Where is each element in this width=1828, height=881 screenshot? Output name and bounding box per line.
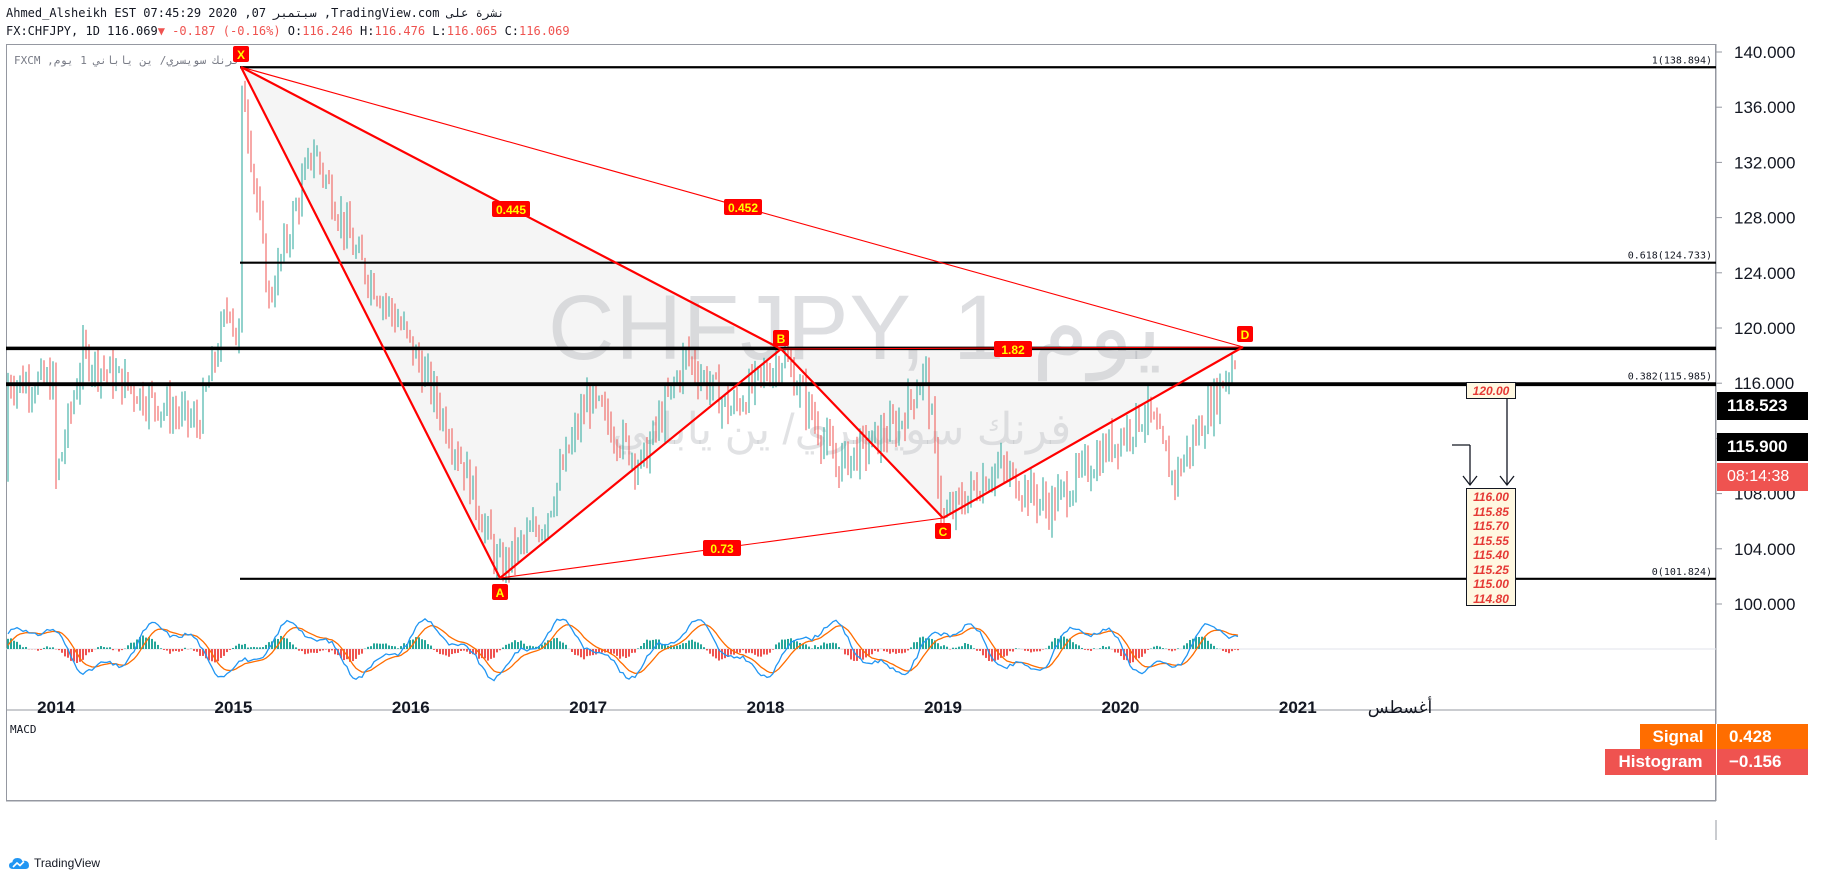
histogram-label: Histogram xyxy=(1605,749,1716,775)
target-level: 114.80 xyxy=(1473,591,1509,606)
low-value: 116.065 xyxy=(446,24,498,38)
macd-line xyxy=(7,618,1239,682)
pattern-point-label: C xyxy=(939,525,948,539)
pattern-point-label: A xyxy=(496,586,505,600)
time-tick-label: 2020 xyxy=(1101,698,1139,717)
time-tick-label: 2016 xyxy=(392,698,430,717)
candles xyxy=(7,80,1236,583)
pattern-leg xyxy=(780,348,944,519)
macd-label: MACD xyxy=(10,723,37,736)
price-tick-label: 132.000 xyxy=(1734,153,1795,172)
macd-signal-line xyxy=(7,623,1239,675)
time-tick-label: 2021 xyxy=(1279,698,1317,717)
price-axis[interactable]: 140.000 136.000 132.000 128.000 124.000 120.0… xyxy=(1716,43,1795,614)
signal-value: 0.428 xyxy=(1716,724,1808,750)
pattern-point-badge xyxy=(935,523,951,539)
fib-label: 0(101.824) xyxy=(1652,567,1712,578)
pattern-point-badge xyxy=(1237,326,1253,342)
target-level: 115.70 xyxy=(1473,519,1509,533)
pattern-point-label: X xyxy=(237,48,245,62)
price-tick-label: 104.000 xyxy=(1734,540,1795,559)
publish-info: Ahmed_Alsheikh EST 07:45:29 2020 ,07 سبت… xyxy=(6,6,505,20)
pattern-leg xyxy=(942,346,1244,519)
target-level: 115.40 xyxy=(1473,548,1509,562)
price-tick-label: 120.000 xyxy=(1734,319,1795,338)
pattern-point-badge xyxy=(233,46,249,62)
price-tick-label: 140.000 xyxy=(1734,43,1795,62)
target-level: 115.25 xyxy=(1473,562,1509,577)
price-tick-label: 128.000 xyxy=(1734,209,1795,228)
close-value: 116.069 xyxy=(519,24,570,38)
ratio-label: 0.445 xyxy=(496,203,526,217)
macd-signal-tag: Signal 0.428 xyxy=(1640,724,1808,750)
signal-label: Signal xyxy=(1640,724,1716,750)
ratio-badge xyxy=(724,199,762,215)
tradingview-brand[interactable]: TradingView xyxy=(8,856,100,870)
ohlc-legend: FX:CHFJPY, 1D 116.069▼ -0.187 (-0.16%) O… xyxy=(6,24,570,38)
xab-shade xyxy=(241,67,781,578)
countdown-timer: 08:14:38 xyxy=(1717,463,1808,491)
price-tick-label: 136.000 xyxy=(1734,98,1795,117)
price-tag-118: 118.523 xyxy=(1717,392,1808,420)
price-tick-label: 100.000 xyxy=(1734,595,1795,614)
source-label: FXCM ,فرنك سويسري/ ين ياباني 1 يوم xyxy=(14,54,240,67)
pattern-leg xyxy=(499,348,782,579)
target-level: 115.85 xyxy=(1473,504,1509,519)
open-value: 116.246 xyxy=(302,24,353,38)
fib-label: 0.618(124.733) xyxy=(1628,251,1712,262)
time-tick-label: 2019 xyxy=(924,698,962,717)
target-level: 115.00 xyxy=(1473,577,1509,591)
high-value: 116.476 xyxy=(374,24,426,38)
time-tick-label: 2017 xyxy=(569,698,607,717)
pattern-point-label: D xyxy=(1241,328,1250,342)
macd-histogram-tag: Histogram −0.156 xyxy=(1605,749,1808,775)
targets-box: 116.00 115.85 115.70 115.55 115.40 115.2… xyxy=(1466,488,1516,606)
symbol-label: FX:CHFJPY, 1D 116.069 xyxy=(6,24,158,38)
ratio-label: 0.452 xyxy=(728,201,758,215)
cloud-icon xyxy=(9,858,29,869)
watermark-symbol: CHFJPY, 1 يوم xyxy=(548,277,1162,379)
d-target-box: 120.00 xyxy=(1466,382,1516,399)
pattern-point-label: B xyxy=(777,332,786,346)
target-level: 116.00 xyxy=(1473,490,1509,504)
ratio-label: 0.73 xyxy=(710,542,734,556)
time-tick-label: أغسطس xyxy=(1368,696,1432,718)
ratio-label: 1.82 xyxy=(1001,343,1025,357)
histogram-value: −0.156 xyxy=(1716,749,1808,775)
time-tick-label: 2014 xyxy=(37,698,75,717)
fib-label: 0.382(115.985) xyxy=(1628,371,1712,382)
harmonic-pattern: 0.445 0.452 1.82 0.73 X A B C D xyxy=(233,46,1253,600)
time-tick-label: 2018 xyxy=(747,698,785,717)
target-arrows xyxy=(1452,395,1515,487)
pattern-leg xyxy=(240,66,501,579)
ratio-badge xyxy=(492,201,530,217)
brand-name: TradingView xyxy=(34,856,101,870)
pattern-point-badge xyxy=(492,584,508,600)
pattern-point-badge xyxy=(773,330,789,346)
price-tag-last: 115.900 xyxy=(1717,433,1808,461)
price-tick-label: 124.000 xyxy=(1734,264,1795,283)
price-tick-label: 116.000 xyxy=(1734,374,1794,393)
fib-levels: 1(138.894) 0.618(124.733) 0.382(115.985) 0(… xyxy=(6,55,1716,580)
change-label: ▼ -0.187 (-0.16%) xyxy=(157,24,281,38)
time-tick-label: 2015 xyxy=(214,698,252,717)
ratio-badge xyxy=(703,540,741,556)
bcd-shade xyxy=(781,347,1243,518)
fib-label: 1(138.894) xyxy=(1652,55,1712,66)
time-axis[interactable]: 2014 2015 2016 2017 2018 2019 2020 2021 أغسطس xyxy=(37,696,1432,718)
macd-pane xyxy=(6,618,1716,682)
ratio-badge xyxy=(994,341,1032,357)
target-level: 115.55 xyxy=(1473,533,1509,548)
